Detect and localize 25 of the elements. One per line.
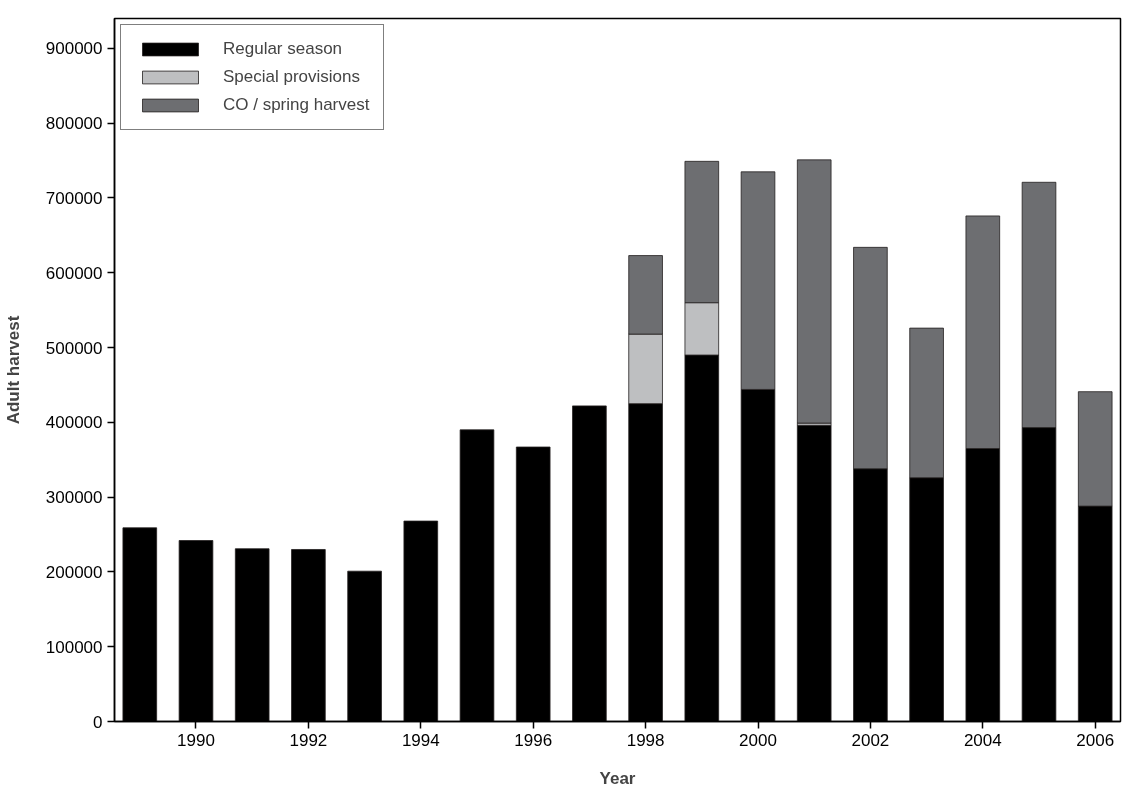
y-tick-label: 700000 bbox=[45, 188, 103, 208]
x-tick-label: 1994 bbox=[401, 730, 440, 750]
y-tick-label: 900000 bbox=[45, 39, 103, 59]
y-tick-label: 800000 bbox=[45, 114, 103, 134]
y-tick-label: 500000 bbox=[45, 338, 103, 358]
x-axis-title: Year bbox=[599, 768, 636, 788]
x-tick-label: 1992 bbox=[289, 730, 328, 750]
legend-label: CO / spring harvest bbox=[223, 95, 370, 115]
x-tick-label: 1990 bbox=[177, 730, 215, 750]
y-tick-label: 200000 bbox=[45, 562, 103, 582]
y-axis-title: Adult harvest bbox=[3, 315, 23, 425]
bar bbox=[796, 159, 832, 424]
y-tick-label: 400000 bbox=[45, 413, 103, 433]
x-tick-label: 2006 bbox=[1076, 730, 1115, 750]
legend-label: Special provisions bbox=[223, 67, 361, 87]
x-tick-label: 2002 bbox=[851, 730, 890, 750]
legend-label: Regular season bbox=[223, 39, 343, 59]
y-tick-label: 0 bbox=[93, 712, 103, 732]
x-tick-label: 2000 bbox=[739, 730, 777, 750]
y-tick-label: 100000 bbox=[45, 637, 103, 657]
x-tick-label: 1996 bbox=[514, 730, 553, 750]
y-tick-label: 600000 bbox=[45, 263, 103, 283]
x-tick-label: 2004 bbox=[963, 730, 1002, 750]
y-tick-label: 300000 bbox=[45, 488, 103, 508]
x-tick-label: 1998 bbox=[626, 730, 665, 750]
